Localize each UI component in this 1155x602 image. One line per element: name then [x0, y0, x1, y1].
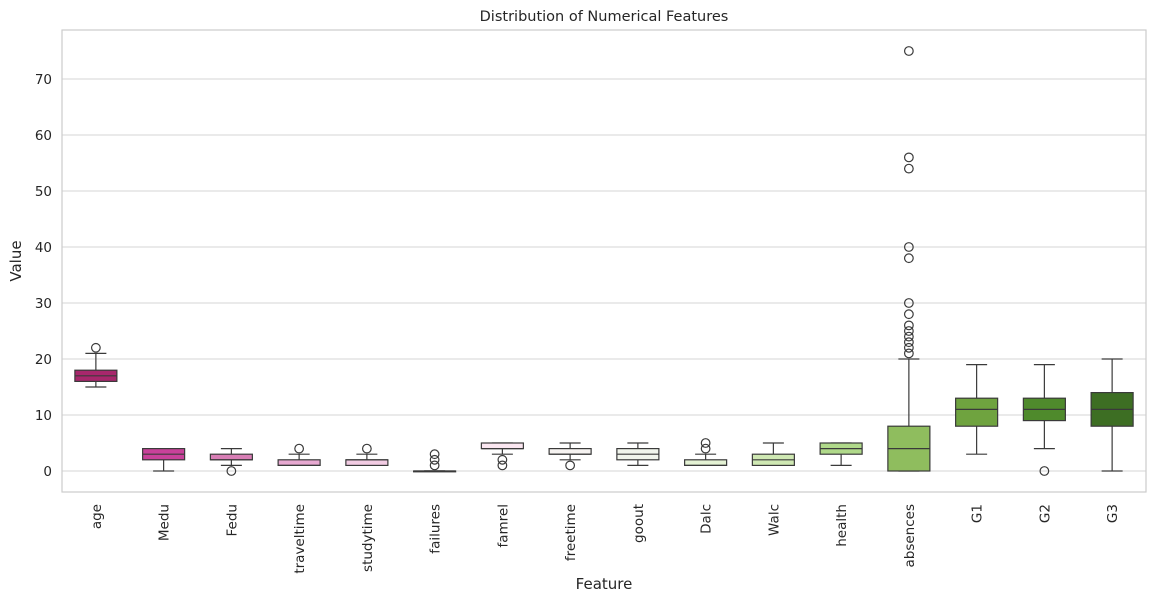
outlier-point	[903, 253, 914, 264]
x-tick-label: G1	[970, 504, 986, 523]
outlier-point	[700, 443, 711, 454]
outlier-point	[1039, 466, 1050, 476]
box-body	[684, 459, 728, 466]
y-tick-label: 0	[43, 464, 52, 480]
outlier-point	[497, 454, 508, 465]
outlier-point	[903, 163, 914, 174]
outlier-point	[903, 342, 914, 353]
x-tick-label: Fedu	[224, 504, 240, 536]
y-tick-label: 30	[35, 296, 52, 312]
box-goout	[616, 442, 660, 466]
x-tick-label: studytime	[360, 504, 376, 572]
y-tick-label: 60	[35, 128, 52, 144]
outlier-point	[903, 298, 914, 308]
x-tick-label: Walc	[766, 504, 782, 536]
box-freetime	[548, 442, 592, 471]
box-body	[955, 397, 999, 427]
outlier-point	[903, 242, 914, 252]
x-tick-label: absences	[902, 504, 918, 568]
box-health	[819, 442, 863, 466]
box-G3	[1090, 358, 1134, 472]
x-tick-label: freetime	[563, 504, 579, 561]
outlier-point	[294, 443, 305, 454]
x-tick-label: Medu	[157, 504, 173, 541]
outlier-point	[903, 337, 914, 348]
x-tick-label: G3	[1105, 504, 1121, 523]
tick-labels: 0 10 20 30 40 50 60 70 age Medu Fedu traveltime stud…	[35, 72, 1121, 574]
x-axis-label: Feature	[576, 575, 633, 593]
outlier-point	[565, 460, 576, 471]
outlier-point	[429, 449, 440, 460]
outlier-point	[497, 460, 508, 471]
outlier-point	[903, 309, 914, 320]
box-famrel	[480, 442, 524, 471]
x-tick-label: goout	[631, 504, 647, 543]
outlier-point	[903, 46, 914, 56]
outlier-point	[429, 454, 440, 465]
plot-area	[74, 46, 1134, 476]
x-tick-label: G2	[1037, 504, 1053, 523]
box-Fedu	[209, 448, 253, 476]
box-body	[277, 459, 321, 466]
outlier-point	[90, 342, 101, 353]
box-Medu	[142, 448, 186, 472]
box-body	[548, 448, 592, 455]
x-tick-label: famrel	[495, 504, 511, 548]
x-tick-label: health	[834, 504, 850, 547]
outlier-point	[903, 152, 914, 163]
outlier-point	[903, 348, 914, 359]
x-tick-label: age	[89, 504, 105, 529]
box-age	[74, 342, 118, 388]
x-tick-label: Dalc	[699, 504, 715, 534]
outlier-point	[429, 460, 440, 471]
outlier-point	[903, 331, 914, 342]
box-Dalc	[684, 438, 728, 466]
y-tick-label: 50	[35, 184, 52, 200]
y-axis-label: Value	[7, 240, 25, 281]
outlier-point	[903, 320, 914, 331]
box-traveltime	[277, 443, 321, 466]
outlier-point	[903, 326, 914, 336]
chart-title: Distribution of Numerical Features	[480, 9, 729, 25]
y-tick-label: 10	[35, 408, 52, 424]
box-studytime	[345, 443, 389, 466]
box-Walc	[751, 442, 795, 467]
box-body	[345, 459, 389, 466]
x-tick-label: traveltime	[292, 504, 308, 574]
y-tick-label: 70	[35, 72, 52, 88]
plot-frame	[61, 29, 1147, 493]
box-G2	[1022, 364, 1066, 476]
outlier-point	[361, 443, 372, 454]
box-G1	[955, 364, 999, 455]
box-body	[480, 442, 524, 450]
box-failures	[413, 449, 457, 473]
outlier-point	[700, 438, 711, 448]
y-tick-label: 40	[35, 240, 52, 256]
x-tick-label: failures	[428, 504, 444, 554]
y-tick-label: 20	[35, 352, 52, 368]
box-body	[209, 453, 253, 461]
box-absences	[887, 46, 931, 472]
outlier-point	[226, 466, 237, 476]
grid-lines	[62, 78, 1146, 472]
